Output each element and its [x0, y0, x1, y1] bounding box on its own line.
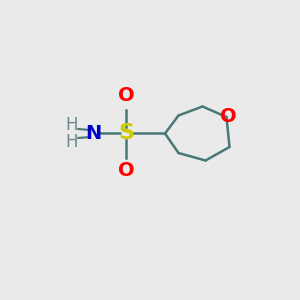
- Text: O: O: [220, 107, 236, 126]
- Text: H: H: [66, 116, 78, 134]
- Text: S: S: [118, 124, 134, 143]
- Text: N: N: [85, 124, 101, 143]
- Text: O: O: [118, 161, 134, 181]
- Text: H: H: [66, 133, 78, 151]
- Text: O: O: [118, 86, 134, 106]
